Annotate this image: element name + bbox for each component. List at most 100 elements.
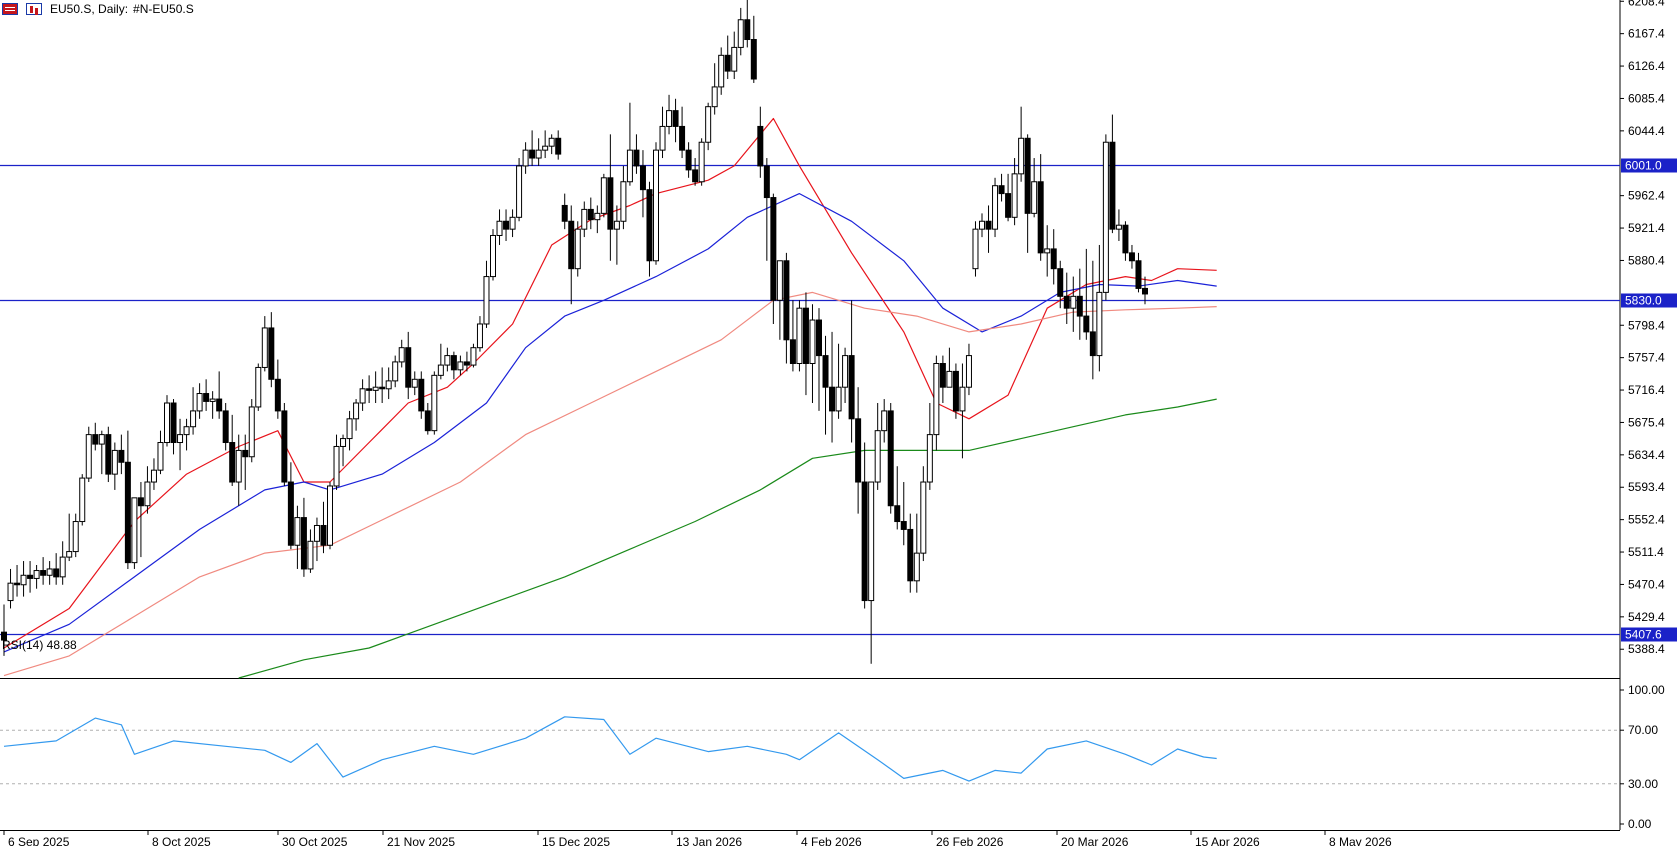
candle-body (979, 220, 985, 230)
candle-body (529, 149, 536, 159)
candle-body (679, 125, 686, 151)
candle-body (1076, 295, 1083, 317)
candle-body (14, 582, 21, 586)
candle-body (1109, 141, 1116, 230)
candle-body (939, 362, 946, 388)
candle-body (633, 149, 640, 167)
candle-body (829, 386, 836, 412)
candle-body (913, 552, 920, 582)
candle-body (79, 477, 86, 523)
candle-body (398, 347, 405, 363)
level-price-label: 5407.6 (1625, 628, 1662, 642)
candle-body (294, 517, 301, 546)
candle-body (992, 185, 999, 230)
candle-body (744, 19, 751, 41)
rsi-y-tick-label: 70.00 (1628, 723, 1658, 737)
candle-body (692, 169, 699, 183)
candle-body (40, 570, 47, 576)
candle-body (170, 402, 177, 444)
candle-body (470, 347, 477, 366)
y-tick-label: 6208.4 (1628, 0, 1665, 8)
candle-body (111, 449, 118, 475)
candle-body (248, 406, 255, 458)
candle-body (424, 410, 431, 432)
candle-body (203, 393, 210, 402)
candle-body (1044, 248, 1051, 254)
candle-body (66, 551, 73, 558)
candle-body (783, 260, 790, 341)
candle-body (98, 434, 105, 445)
y-tick-label: 5880.4 (1628, 253, 1665, 267)
candle-body (965, 355, 972, 388)
candle-body (411, 378, 418, 388)
bars-icon[interactable] (26, 3, 42, 15)
candle-body (490, 234, 496, 278)
candle-body (366, 388, 373, 391)
candle-body (535, 149, 542, 159)
candle-body (1037, 181, 1044, 254)
candle-body (105, 434, 112, 475)
candle-body (444, 355, 451, 366)
candle-body (959, 386, 966, 412)
candle-body (659, 125, 666, 151)
candle-body (131, 497, 138, 564)
level-price-tag (1621, 158, 1677, 173)
level-price-tag (1621, 627, 1677, 642)
candle-body (985, 220, 992, 230)
candle-body (516, 165, 523, 218)
candle-body (457, 361, 464, 371)
candle-body (711, 86, 718, 108)
candle-body (483, 276, 490, 325)
candle-body (340, 438, 347, 447)
candle-body (509, 216, 516, 230)
candle-body (229, 442, 236, 483)
candle-body (855, 418, 862, 483)
candle-body (503, 220, 510, 230)
candle-body (796, 307, 803, 364)
candle-body (150, 469, 157, 483)
candle-body (92, 434, 99, 445)
y-tick-label: 5429.4 (1628, 610, 1665, 624)
candle-body (620, 181, 627, 222)
candle-body (190, 410, 197, 428)
candle-body (802, 307, 809, 364)
candle-body (463, 361, 470, 366)
candle-body (261, 327, 268, 368)
chart-header: EU50.S, Daily: #N-EU50.S (2, 1, 194, 17)
y-tick-label: 5634.4 (1628, 448, 1665, 462)
candle-body (920, 481, 927, 554)
candle-body (1018, 137, 1025, 175)
candle-body (216, 398, 223, 412)
level-price-tag (1621, 293, 1677, 308)
candle-body (1142, 287, 1148, 295)
y-tick-label: 6085.4 (1628, 91, 1665, 105)
candle-body (952, 370, 959, 412)
rsi-line (3, 716, 1217, 782)
candle-body (359, 388, 366, 404)
grid-icon[interactable] (2, 3, 18, 15)
candle-body (874, 430, 881, 483)
x-tick-label: 26 Feb 2026 (936, 835, 1004, 846)
candle-body (353, 402, 360, 420)
candle-body (300, 517, 307, 570)
candle-body (581, 208, 588, 230)
candle-body (72, 521, 79, 553)
candle-body (1135, 260, 1142, 289)
candle-body (450, 355, 457, 371)
candle-body (346, 418, 353, 440)
candle-body (809, 319, 816, 364)
candle-body (542, 145, 549, 151)
x-tick-label: 20 Mar 2026 (1061, 835, 1129, 846)
x-tick-label: 8 Oct 2025 (152, 835, 211, 846)
candle-body (392, 361, 399, 382)
y-tick-label: 6126.4 (1628, 59, 1665, 73)
y-tick-label: 5716.4 (1628, 383, 1665, 397)
candle-body (555, 137, 562, 155)
candle-body (685, 149, 692, 171)
rsi-y-tick-label: 100.00 (1628, 683, 1665, 697)
candle-body (255, 366, 262, 408)
candle-body (268, 327, 275, 380)
candle-body (672, 110, 679, 127)
rsi-y-tick-label: 0.00 (1628, 817, 1652, 831)
